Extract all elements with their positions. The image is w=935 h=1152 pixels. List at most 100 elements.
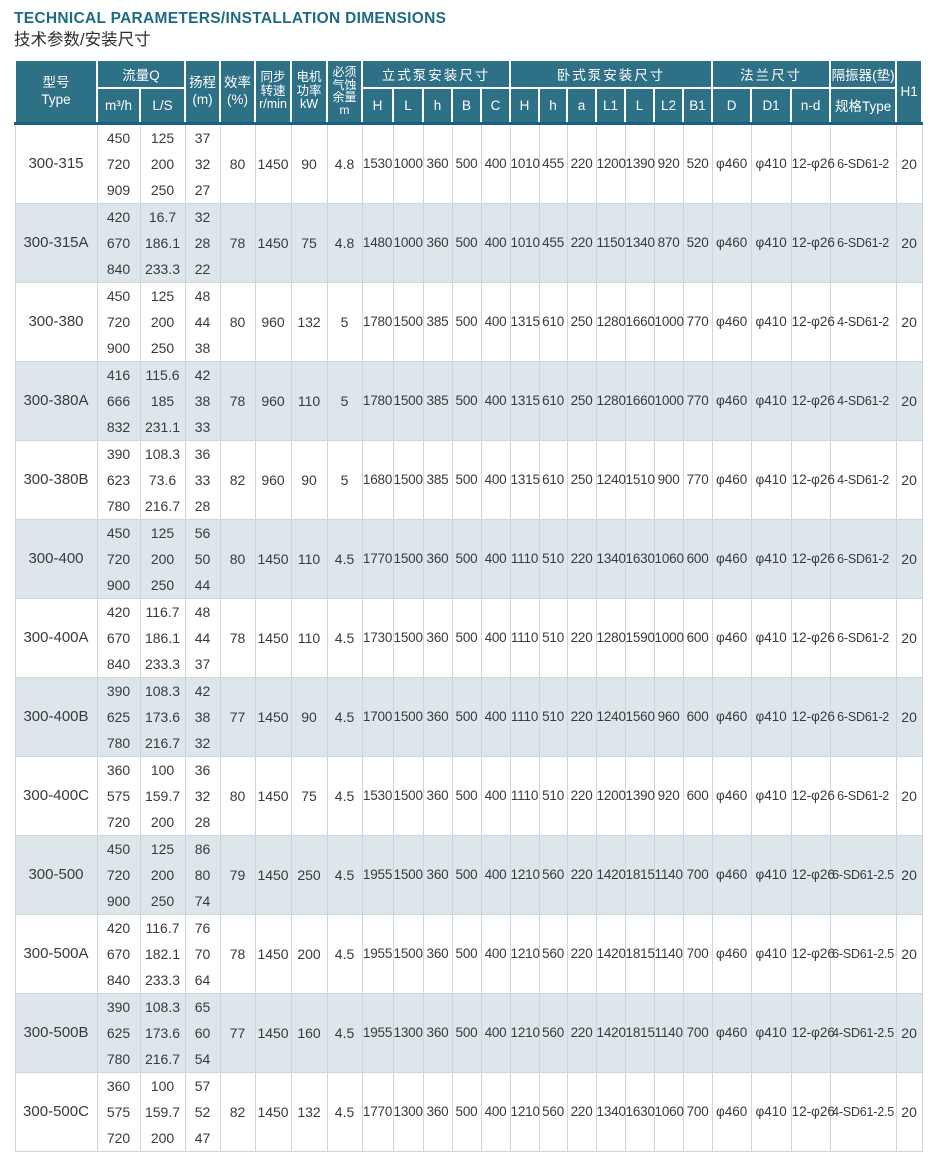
col-header-vertical-H: H	[361, 87, 395, 124]
horizontal-h: 510	[538, 755, 568, 836]
flow-m3h-value: 670	[106, 234, 131, 251]
flange-n-d: 12-φ26	[790, 360, 835, 441]
table-body: 300-315 450 720 909 125 200 250 37 32 27 80 1450 90 4…	[14, 121, 923, 1152]
horizontal-L1: 1420	[595, 992, 626, 1073]
vertical-H: 1680	[361, 439, 394, 520]
flange-D1: φ410	[750, 992, 792, 1073]
flow-ls-value: 73.6	[148, 471, 177, 488]
sync-speed: 1450	[254, 121, 292, 204]
flow-ls-value: 116.7	[145, 603, 180, 620]
horizontal-h: 560	[538, 1071, 568, 1152]
npsh: 5	[326, 281, 363, 362]
head-m-value: 65	[194, 998, 211, 1015]
head-m-value: 42	[194, 366, 211, 383]
sync-speed: 960	[254, 281, 292, 362]
horizontal-B1: 700	[682, 913, 713, 994]
col-header-vertical-C: C	[480, 87, 512, 124]
horizontal-L: 1815	[624, 992, 655, 1073]
horizontal-H: 1210	[509, 1071, 540, 1152]
npsh: 4.5	[326, 518, 363, 599]
horizontal-h: 610	[538, 439, 568, 520]
horizontal-L1: 1340	[595, 1071, 626, 1152]
motor-power: 110	[290, 518, 328, 599]
vertical-h: 360	[422, 202, 453, 283]
vertical-B: 500	[451, 834, 482, 915]
head-m: 48 44 38	[184, 281, 221, 362]
flow-ls: 125 200 250	[139, 121, 186, 204]
flange-D: φ460	[711, 597, 752, 678]
flange-n-d: 12-φ26	[790, 755, 835, 836]
flow-ls-value: 100	[150, 761, 175, 778]
flow-ls-value: 200	[150, 866, 175, 883]
vertical-H: 1770	[361, 1071, 394, 1152]
flange-D: φ460	[711, 202, 752, 283]
flange-D1: φ410	[750, 913, 792, 994]
horizontal-L2: 960	[653, 676, 684, 757]
col-header-flange-group: 法兰尺寸	[711, 59, 832, 89]
flow-m3h: 420 670 840	[96, 597, 141, 678]
head-m-value: 32	[194, 155, 211, 172]
horizontal-B1: 520	[682, 202, 713, 283]
isolator-spec: 4-SD61-2	[829, 360, 897, 441]
flange-n-d: 12-φ26	[790, 913, 835, 994]
flow-ls: 100 159.7 200	[139, 755, 186, 836]
flow-m3h-value: 625	[106, 1024, 131, 1041]
flow-ls-value: 159.7	[144, 1103, 181, 1120]
isolator-spec: 4-SD61-2	[829, 281, 897, 362]
vertical-h: 385	[422, 439, 453, 520]
vertical-C: 400	[480, 597, 511, 678]
flange-D: φ460	[711, 834, 752, 915]
head-m-value: 32	[194, 787, 211, 804]
pump-type: 300-500C	[14, 1071, 98, 1152]
horizontal-H: 1210	[509, 834, 540, 915]
flow-ls: 116.7 182.1 233.3	[139, 913, 186, 994]
vertical-C: 400	[480, 281, 511, 362]
head-m: 42 38 32	[184, 676, 221, 757]
head-m-value: 27	[194, 181, 211, 198]
flow-ls-value: 216.7	[144, 1050, 181, 1067]
efficiency: 80	[219, 518, 256, 599]
flow-m3h: 390 625 780	[96, 676, 141, 757]
horizontal-a: 220	[566, 597, 597, 678]
isolator-spec: 6-SD61-2.5	[829, 834, 897, 915]
vertical-C: 400	[480, 913, 511, 994]
flow-ls-value: 125	[150, 129, 175, 146]
pump-type: 300-500B	[14, 992, 98, 1073]
npsh: 4.5	[326, 913, 363, 994]
vertical-h: 385	[422, 281, 453, 362]
page-title: TECHNICAL PARAMETERS/INSTALLATION DIMENS…	[14, 10, 447, 27]
flange-D: φ460	[711, 518, 752, 599]
efficiency: 78	[219, 913, 256, 994]
pump-row-300-315: 300-315 450 720 909 125 200 250 37 32 27 80 1450 90 4…	[14, 121, 923, 204]
vertical-B: 500	[451, 360, 482, 441]
motor-power: 132	[290, 1071, 328, 1152]
horizontal-h: 560	[538, 834, 568, 915]
col-header-isolator-spec: 规格Type	[829, 87, 898, 124]
flow-m3h: 390 623 780	[96, 439, 141, 520]
horizontal-L: 1340	[624, 202, 655, 283]
flow-ls-value: 200	[150, 155, 175, 172]
head-m-value: 36	[194, 445, 211, 462]
col-header-speed: 同步 转速 r/min	[254, 59, 293, 124]
efficiency: 80	[219, 755, 256, 836]
horizontal-L1: 1420	[595, 913, 626, 994]
flow-m3h-value: 720	[106, 1129, 131, 1146]
motor-power: 90	[290, 676, 328, 757]
col-header-horizontal-L: L	[624, 87, 656, 124]
horizontal-a: 220	[566, 676, 597, 757]
vertical-L: 1500	[392, 755, 424, 836]
flow-ls-value: 200	[150, 813, 175, 830]
horizontal-L2: 870	[653, 202, 684, 283]
horizontal-L2: 1060	[653, 518, 684, 599]
horizontal-B1: 770	[682, 360, 713, 441]
vertical-H: 1955	[361, 834, 394, 915]
npsh: 4.5	[326, 834, 363, 915]
isolator-spec: 4-SD61-2.5	[829, 992, 897, 1073]
head-m-value: 36	[194, 761, 211, 778]
flow-ls-value: 216.7	[144, 734, 181, 751]
horizontal-a: 220	[566, 1071, 597, 1152]
horizontal-L: 1560	[624, 676, 655, 757]
pump-type: 300-400A	[14, 597, 98, 678]
horizontal-L2: 1140	[653, 992, 684, 1073]
